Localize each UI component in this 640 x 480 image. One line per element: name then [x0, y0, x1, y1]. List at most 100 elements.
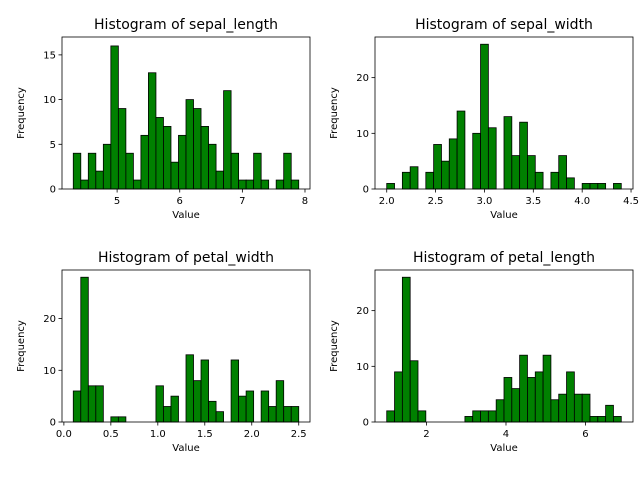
chart-3-x-tick-label: 0.5: [103, 429, 119, 440]
chart-1-bar: [290, 179, 300, 190]
chart-3-x-tick-label: 2.0: [244, 429, 260, 440]
chart-1-bar: [163, 126, 172, 190]
chart-1-bar: [95, 170, 104, 190]
chart-1-bar: [238, 179, 247, 190]
chart-3-x-tick-label: 1.0: [150, 429, 166, 440]
chart-3-y-tick-label: 0: [50, 418, 56, 429]
chart-4-bar: [613, 416, 622, 423]
chart-2-bar: [409, 166, 419, 190]
chart-4-bar: [394, 371, 403, 423]
chart-2-y-tick-label: 10: [356, 129, 369, 140]
chart-4-bar: [417, 410, 427, 423]
chart-2-bar: [425, 171, 435, 190]
chart-2-bar: [550, 171, 560, 190]
chart-4-bar: [566, 371, 575, 423]
chart-1-x-tick-label: 8: [302, 196, 308, 207]
chart-1-y-tick-label: 5: [50, 140, 56, 151]
chart-2-x-tick-label: 4.0: [574, 196, 590, 207]
chart-2-bar: [589, 183, 599, 190]
chart-4-bar: [550, 399, 560, 423]
chart-2-bar: [558, 155, 567, 190]
chart-2-bar: [519, 121, 528, 190]
chart-1-bar: [140, 134, 149, 190]
chart-3-bar: [260, 390, 270, 423]
chart-3-bar: [215, 411, 224, 423]
chart-1-bar: [215, 170, 224, 190]
chart-2-bar: [433, 144, 442, 190]
chart-4-y-tick-label: 20: [356, 306, 369, 317]
chart-3-bar: [238, 395, 247, 423]
chart-4-bar: [605, 404, 614, 423]
chart-2-x-tick-label: 3.5: [525, 196, 541, 207]
chart-1-x-axis-label: Value: [172, 210, 199, 221]
chart-4-x-tick-label: 4: [503, 429, 509, 440]
chart-1-bar: [185, 99, 194, 190]
chart-2-bar: [456, 110, 466, 190]
chart-4-bar: [487, 410, 497, 423]
chart-2-title: Histogram of sepal_width: [415, 17, 593, 33]
chart-4-bar: [589, 416, 599, 423]
chart-4-bar: [597, 416, 607, 423]
chart-1-bar: [245, 179, 255, 190]
chart-2-bar: [472, 132, 481, 190]
chart-1-bar: [193, 108, 202, 190]
chart-3-y-tick-label: 20: [43, 314, 56, 325]
chart-2-y-axis-label: Frequency: [329, 87, 340, 139]
chart-2-x-tick-label: 2.0: [379, 196, 395, 207]
chart-3-bar: [87, 385, 97, 423]
chart-2-y-tick-label: 0: [363, 185, 369, 196]
chart-2-bar: [441, 160, 450, 190]
chart-2-bar: [566, 177, 575, 190]
chart-2-bar: [503, 116, 513, 190]
chart-2-bar: [480, 43, 489, 190]
chart-1-bar: [200, 126, 209, 190]
chart-1-x-tick-label: 5: [114, 196, 120, 207]
chart-1-x-tick-label: 7: [239, 196, 245, 207]
chart-2-x-axis-label: Value: [490, 210, 517, 221]
chart-4-bar: [527, 377, 536, 423]
chart-4-x-tick-label: 2: [423, 429, 429, 440]
chart-3-bar: [72, 390, 82, 423]
chart-3-bar: [193, 380, 202, 423]
chart-3-x-tick-label: 0.0: [56, 429, 72, 440]
chart-2-bar: [448, 138, 458, 190]
chart-4-y-tick-label: 10: [356, 362, 369, 373]
chart-4-bar: [464, 416, 474, 423]
chart-2-bar: [613, 183, 622, 190]
chart-2-bar: [511, 155, 521, 190]
chart-1-bar: [87, 152, 97, 190]
chart-2-axes-frame: [374, 36, 634, 190]
chart-4-title: Histogram of petal_length: [413, 250, 595, 266]
chart-2-bar: [386, 183, 395, 190]
chart-2-x-tick-label: 4.5: [623, 196, 639, 207]
chart-1-bar: [208, 143, 217, 190]
chart-3-y-tick-label: 10: [43, 366, 56, 377]
chart-3-bar: [80, 276, 89, 423]
chart-4-bar: [472, 410, 481, 423]
chart-4-x-tick-label: 6: [582, 429, 588, 440]
chart-3-title: Histogram of petal_width: [98, 250, 274, 266]
chart-3-bar: [200, 359, 209, 423]
chart-1-y-tick-label: 10: [43, 95, 56, 106]
chart-2-bar: [581, 183, 591, 190]
chart-1-bar: [230, 152, 240, 190]
chart-1-x-tick-label: 6: [177, 196, 183, 207]
chart-2-bar: [597, 183, 607, 190]
chart-1-bar: [170, 161, 179, 190]
chart-4-axes-frame: [374, 269, 634, 423]
chart-4-bar: [573, 393, 583, 423]
chart-4-bar: [519, 354, 528, 423]
chart-1-bar: [148, 72, 157, 190]
chart-4-bar: [480, 410, 489, 423]
chart-1-bar: [72, 152, 82, 190]
chart-1-bar: [283, 152, 292, 190]
chart-1-bar: [155, 117, 164, 190]
chart-2-bar: [487, 127, 497, 190]
chart-1-y-tick-label: 0: [50, 185, 56, 196]
chart-4-y-tick-label: 0: [363, 418, 369, 429]
chart-1-bar: [253, 152, 262, 190]
chart-1-bar: [178, 134, 187, 190]
chart-1-bar: [117, 108, 127, 190]
chart-4-x-axis-label: Value: [490, 443, 517, 454]
chart-3-bar: [170, 395, 179, 423]
